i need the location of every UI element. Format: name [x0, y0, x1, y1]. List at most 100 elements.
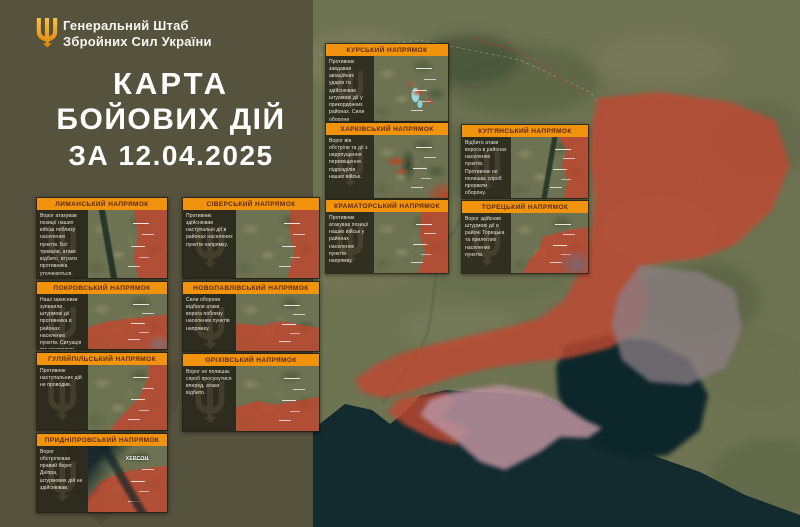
- panel-summary-text: Ворог не полишає спроб просунутися впере…: [186, 368, 232, 397]
- panel-header: СІВЕРСЬКИЙ НАПРЯМОК: [183, 198, 319, 210]
- panel-body: Противник атакував позиції наших військ …: [326, 211, 448, 273]
- mini-map-leader-lines: [373, 134, 448, 198]
- panel-title-label: ГУЛЯЙПІЛЬСЬКИЙ НАПРЯМОК: [48, 355, 156, 363]
- panel-summary-text: Сили оборони відбили атаки ворога поблиз…: [186, 296, 230, 332]
- panel-header: ПОКРОВСЬКИЙ НАПРЯМОК: [37, 282, 167, 294]
- panel-summary-text: Противник атакував позиції наших військ …: [329, 214, 369, 265]
- title-line3: ЗА 12.04.2025: [68, 139, 274, 171]
- panel-summary-text: Противник наступальних дій не проводив.: [40, 367, 82, 389]
- panel-summary-text: Відбито атаки ворога в районах населених…: [465, 139, 507, 197]
- panel-header: ПРИДНІПРОВСЬКИЙ НАПРЯМОК: [37, 434, 167, 446]
- panel-summary-block: Ворог атакував позиції наших військ побл…: [37, 209, 88, 278]
- panel-summary-block: Противник атакував позиції наших військ …: [326, 211, 374, 273]
- panel-title-label: ЛИМАНСЬКИЙ НАПРЯМОК: [55, 200, 149, 208]
- panel-body: Відбито атаки ворога в районах населених…: [462, 136, 588, 198]
- panel-summary-block: Наші захисники зупинили штурмові дії про…: [37, 293, 88, 350]
- panel-body: Противник здійснював наступальні дії в р…: [183, 209, 319, 278]
- panel-mini-map: [236, 293, 319, 351]
- panel-summary-text: Противник здійснював наступальні дії в р…: [186, 212, 233, 248]
- panel-body: Ворог не полишає спроб просунутися впере…: [183, 365, 319, 431]
- panel-summary-text: Ворог здійснив штурмові дії в районі Тор…: [465, 215, 505, 258]
- panel-summary-text: Ворог атакував позиції наших військ побл…: [40, 212, 78, 277]
- mini-map-leader-lines: [236, 293, 319, 351]
- mini-map-leader-lines: [236, 365, 319, 431]
- panel-header: ТОРЕЦЬКИЙ НАПРЯМОК: [462, 201, 588, 213]
- panel-kharkiv: ХАРКІВСЬКИЙ НАПРЯМОК Ворог вів обстріли …: [325, 122, 449, 199]
- panel-mini-map: [373, 211, 448, 273]
- panel-summary-text: Наші захисники зупинили штурмові дії про…: [40, 296, 82, 350]
- panel-siversk: СІВЕРСЬКИЙ НАПРЯМОК Противник здійснював…: [182, 197, 320, 279]
- title-line1: КАРТА: [113, 66, 229, 101]
- mini-map-leader-lines: [373, 211, 448, 273]
- mini-map-leader-lines: [373, 55, 448, 121]
- panel-summary-block: Противник завдавав авіаційних ударів та …: [326, 55, 374, 122]
- panel-body: Ворог вів обстріли та дії з недопущення …: [326, 134, 448, 198]
- mini-map-leader-lines: [511, 136, 588, 198]
- panel-summary-block: Сили оборони відбили атаки ворога поблиз…: [183, 293, 237, 351]
- panel-pokrovsk: ПОКРОВСЬКИЙ НАПРЯМОК Наші захисники зупи…: [36, 281, 168, 350]
- panel-huliaipole: ГУЛЯЙПІЛЬСЬКИЙ НАПРЯМОК Противник наступ…: [36, 352, 168, 431]
- mini-map-terrain-overlay: [511, 212, 588, 273]
- panel-header: ХАРКІВСЬКИЙ НАПРЯМОК: [326, 123, 448, 135]
- mini-map-leader-lines: [87, 364, 167, 430]
- org-name: Генеральний Штаб Збройних Сил України: [63, 18, 212, 51]
- panel-summary-block: Ворог здійснив штурмові дії в районі Тор…: [462, 212, 512, 273]
- panel-body: Ворог здійснив штурмові дії в районі Тор…: [462, 212, 588, 273]
- panel-header: НОВОПАВЛІВСЬКИЙ НАПРЯМОК: [183, 282, 319, 294]
- page-title: КАРТА БОЙОВИХ ДІЙ ЗА 12.04.2025: [8, 66, 334, 173]
- panel-summary-text: Ворог обстрілював правий берег Дніпра, ш…: [40, 448, 83, 491]
- panel-header: КУРСЬКИЙ НАПРЯМОК: [326, 44, 448, 56]
- panel-body: Ворог атакував позиції наших військ побл…: [37, 209, 167, 278]
- panel-body: Наші захисники зупинили штурмові дії про…: [37, 293, 167, 350]
- panel-summary-block: Ворог вів обстріли та дії з недопущення …: [326, 134, 374, 198]
- panel-summary-text: Противник завдавав авіаційних ударів та …: [329, 58, 365, 122]
- panel-body: Ворог обстрілював правий берег Дніпра, ш…: [37, 445, 167, 512]
- panel-mini-map: [236, 365, 319, 431]
- panel-header: ОРІХІВСЬКИЙ НАПРЯМОК: [183, 354, 319, 366]
- panel-summary-text: Ворог вів обстріли та дії з недопущення …: [329, 137, 368, 180]
- panel-summary-block: Противник наступальних дій не проводив.: [37, 364, 88, 430]
- panel-kupiansk: КУП'ЯНСЬКИЙ НАПРЯМОК Відбито атаки ворог…: [461, 124, 589, 199]
- panel-summary-block: Ворог обстрілював правий берег Дніпра, ш…: [37, 445, 88, 512]
- panel-title-label: СІВЕРСЬКИЙ НАПРЯМОК: [206, 200, 296, 208]
- mini-map-leader-lines: [236, 209, 319, 278]
- title-line2: БОЙОВИХ ДІЙ: [56, 102, 286, 136]
- panel-toretsk: ТОРЕЦЬКИЙ НАПРЯМОК Ворог здійснив штурмо…: [461, 200, 589, 274]
- panel-summary-block: Противник здійснював наступальні дії в р…: [183, 209, 237, 278]
- panel-header: ЛИМАНСЬКИЙ НАПРЯМОК: [37, 198, 167, 210]
- panel-title-label: КУРСЬКИЙ НАПРЯМОК: [346, 46, 428, 54]
- panel-mini-map: [511, 212, 588, 273]
- panel-title-label: КРАМАТОРСЬКИЙ НАПРЯМОК: [334, 202, 440, 210]
- panel-kursk: КУРСЬКИЙ НАПРЯМОК Противник завдавав аві…: [325, 43, 449, 122]
- panel-mini-map: [511, 136, 588, 198]
- mini-map-terrain-overlay: [87, 293, 167, 349]
- panel-mini-map: [236, 209, 319, 278]
- panel-title-label: НОВОПАВЛІВСЬКИЙ НАПРЯМОК: [193, 284, 309, 292]
- panel-mini-map: [87, 293, 167, 349]
- panel-mini-map: [87, 364, 167, 430]
- panel-title-label: ПРИДНІПРОВСЬКИЙ НАПРЯМОК: [44, 436, 160, 444]
- panel-title-label: ТОРЕЦЬКИЙ НАПРЯМОК: [481, 203, 569, 211]
- panel-header: КРАМАТОРСЬКИЙ НАПРЯМОК: [326, 200, 448, 212]
- org-line1: Генеральний Штаб: [63, 18, 189, 33]
- org-line2: Збройних Сил України: [63, 34, 212, 50]
- panel-title-label: ХАРКІВСЬКИЙ НАПРЯМОК: [340, 125, 434, 133]
- panel-novopavlivsk: НОВОПАВЛІВСЬКИЙ НАПРЯМОК Сили оборони ві…: [182, 281, 320, 352]
- panel-lyman: ЛИМАНСЬКИЙ НАПРЯМОК Ворог атакував позиц…: [36, 197, 168, 279]
- panel-prydniprovsk: ПРИДНІПРОВСЬКИЙ НАПРЯМОК Ворог обстрілюв…: [36, 433, 168, 513]
- panel-body: Противник наступальних дій не проводив.: [37, 364, 167, 430]
- panel-mini-map: [373, 55, 448, 121]
- panel-summary-block: Відбито атаки ворога в районах населених…: [462, 136, 512, 198]
- panel-mini-map: [373, 134, 448, 198]
- panel-body: Сили оборони відбили атаки ворога поблиз…: [183, 293, 319, 351]
- panel-header: КУП'ЯНСЬКИЙ НАПРЯМОК: [462, 125, 588, 137]
- panel-summary-block: Ворог не полишає спроб просунутися впере…: [183, 365, 237, 431]
- panel-mini-map: ХЕРСОН: [87, 445, 167, 512]
- mini-map-leader-lines: [87, 209, 167, 278]
- panel-kramatorsk: КРАМАТОРСЬКИЙ НАПРЯМОК Противник атакува…: [325, 199, 449, 274]
- panel-title-label: ПОКРОВСЬКИЙ НАПРЯМОК: [53, 284, 151, 292]
- panel-title-label: КУП'ЯНСЬКИЙ НАПРЯМОК: [478, 127, 572, 135]
- panel-mini-map: [87, 209, 167, 278]
